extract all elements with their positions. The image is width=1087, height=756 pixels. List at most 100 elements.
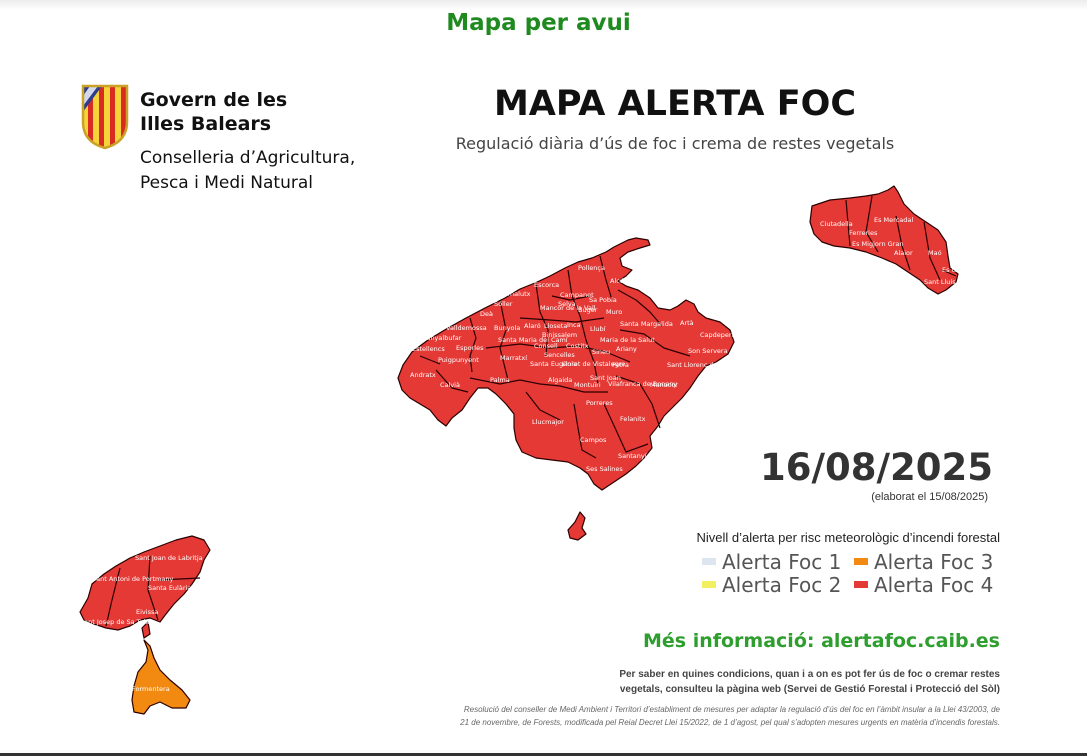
municipality-label: Formentera bbox=[132, 685, 170, 693]
municipality-label: Fornalutx bbox=[500, 290, 531, 298]
municipality-label: Andratx bbox=[410, 371, 436, 379]
government-name-line1: Govern de les bbox=[140, 89, 288, 111]
legend-label: Alerta Foc 1 bbox=[722, 550, 842, 574]
municipality-label: Santa Eulària des Riu bbox=[148, 584, 217, 592]
municipality-label: Sant Lluís bbox=[924, 278, 956, 286]
municipality-label: Mancor de la Vall bbox=[540, 304, 596, 312]
municipality-label: Ferreries bbox=[849, 229, 878, 237]
municipality-label: Ses Salines bbox=[586, 465, 623, 473]
usage-note-line1: Per saber en quines condicions, quan i a… bbox=[619, 669, 1000, 680]
legend-item-alerta-foc-1: Alerta Foc 1 bbox=[702, 550, 841, 574]
municipality-label: Búger bbox=[578, 306, 598, 314]
municipality-label: Alaior bbox=[894, 249, 913, 257]
government-name-line2: Illes Balears bbox=[140, 113, 272, 135]
municipality-labels: Pollença Escorca Alcúdia Campanet Fornal… bbox=[80, 216, 974, 693]
map-date: 16/08/2025 bbox=[760, 446, 993, 489]
legend-swatch bbox=[854, 558, 868, 565]
legend-swatch bbox=[702, 581, 716, 588]
municipality-label: Inca bbox=[567, 321, 581, 329]
municipality-label: Consell bbox=[534, 342, 558, 350]
municipality-label: Lloret de Vistalegre bbox=[562, 360, 625, 368]
municipality-label: Felanitx bbox=[620, 415, 646, 423]
municipality-label: Marratxí bbox=[500, 354, 527, 362]
island-mallorca[interactable] bbox=[397, 237, 735, 491]
usage-note: Per saber en quines condicions, quan i a… bbox=[600, 667, 1000, 697]
municipality-label: Llucmajor bbox=[532, 418, 564, 426]
legal-text-line1: Resolució del conseller de Medi Ambient … bbox=[463, 705, 1000, 714]
municipality-label: Campanet bbox=[560, 291, 594, 299]
municipality-label: Capdepera bbox=[700, 331, 736, 339]
municipality-label: Sineu bbox=[592, 348, 610, 356]
municipality-label: Deà bbox=[480, 310, 493, 318]
more-info-link[interactable]: Més informació: alertafoc.caib.es bbox=[642, 630, 1000, 652]
map-subtitle: Regulació diària d’ús de foc i crema de … bbox=[455, 134, 895, 153]
municipality-label: Artà bbox=[680, 319, 694, 327]
municipality-label: Santa Eugènia bbox=[530, 360, 577, 368]
municipality-label: Sant Antoni de Portmany bbox=[92, 575, 173, 583]
municipality-label: Valldemossa bbox=[446, 324, 487, 332]
municipality-label: Santa Maria del Camí bbox=[498, 336, 568, 344]
municipality-label: Ariany bbox=[616, 345, 637, 353]
island-cabrera[interactable] bbox=[567, 511, 587, 541]
municipality-label: Muro bbox=[606, 308, 622, 316]
legal-text-line2: 21 de novembre, de Forests, modificada p… bbox=[460, 718, 1000, 727]
usage-note-line2: vegetals, consulteu la pàgina web (Serve… bbox=[619, 684, 1000, 695]
municipality-label: Sant Joan de Labritja bbox=[135, 554, 203, 562]
municipality-label: Calvià bbox=[440, 381, 460, 389]
top-shadow bbox=[0, 0, 1087, 10]
municipality-label: Esporles bbox=[456, 344, 484, 352]
municipality-label: Sóller bbox=[494, 300, 513, 308]
municipality-label: Manacor bbox=[650, 381, 678, 389]
municipality-label: Maria de la Salut bbox=[600, 336, 655, 344]
municipality-label: Llubí bbox=[590, 325, 606, 333]
municipality-label: Es Castell bbox=[942, 266, 974, 274]
island-formentera[interactable] bbox=[131, 639, 191, 715]
municipality-label: Es Migjorn Gran bbox=[852, 240, 903, 248]
legend-swatch bbox=[854, 581, 868, 588]
municipality-label: Sant Josep de Sa Talaia bbox=[80, 618, 155, 626]
department-name: Conselleria d’Agricultura, Pesca i Medi … bbox=[140, 146, 355, 196]
bottom-bar bbox=[0, 753, 1087, 756]
municipality-label: Binissalem bbox=[542, 331, 577, 339]
municipality-label: Pollença bbox=[578, 264, 605, 272]
municipality-label: Maó bbox=[928, 249, 942, 257]
municipality-label: Son Servera bbox=[688, 347, 728, 355]
legend-swatch bbox=[702, 558, 716, 565]
elaborated-date: (elaborat el 15/08/2025) bbox=[871, 491, 988, 503]
municipality-label: Santa Margalida bbox=[620, 320, 673, 328]
municipality-label: Campos bbox=[580, 436, 607, 444]
municipality-label: Petra bbox=[612, 361, 629, 369]
municipality-label: Sa Pobla bbox=[589, 296, 617, 304]
municipality-label: Alcúdia bbox=[610, 277, 634, 285]
municipality-label: Ciutadella bbox=[820, 220, 853, 228]
municipality-label: Vilafranca de Bonany bbox=[608, 380, 677, 388]
legend-item-alerta-foc-3: Alerta Foc 3 bbox=[854, 550, 993, 574]
legend-label: Alerta Foc 2 bbox=[722, 573, 842, 597]
municipality-label: Costitx bbox=[566, 342, 589, 350]
legend-label: Alerta Foc 3 bbox=[874, 550, 994, 574]
municipality-label: Selva bbox=[558, 300, 576, 308]
municipality-label: Sant Llorenç des Cardassar bbox=[667, 361, 756, 369]
legend-item-alerta-foc-2: Alerta Foc 2 bbox=[702, 573, 841, 597]
municipality-label: Porreres bbox=[586, 399, 613, 407]
legal-text: Resolució del conseller de Medi Ambient … bbox=[340, 703, 1000, 729]
island-eivissa[interactable] bbox=[79, 535, 211, 631]
municipality-label: Santanyí bbox=[618, 452, 647, 460]
municipality-label: Bunyola bbox=[494, 324, 520, 332]
government-name: Govern de les Illes Balears bbox=[140, 88, 287, 136]
department-name-line1: Conselleria d’Agricultura, bbox=[140, 148, 356, 168]
municipality-label: Sencelles bbox=[544, 351, 575, 359]
municipality-label: Eivissa bbox=[136, 608, 158, 616]
government-crest-logo bbox=[81, 84, 129, 150]
map-title: MAPA ALERTA FOC bbox=[493, 84, 857, 124]
municipality-label: Es Mercadal bbox=[874, 216, 913, 224]
legend-label: Alerta Foc 4 bbox=[874, 573, 994, 597]
municipality-label: Escorca bbox=[534, 281, 559, 289]
municipality-label: Montuïri bbox=[574, 381, 601, 389]
municipality-label: Sant Joan bbox=[590, 374, 621, 382]
municipality-label: Alaró bbox=[524, 322, 541, 330]
municipality-label: Lloseta bbox=[544, 322, 567, 330]
municipality-label: Estellencs bbox=[412, 345, 445, 353]
department-name-line2: Pesca i Medi Natural bbox=[140, 173, 314, 193]
